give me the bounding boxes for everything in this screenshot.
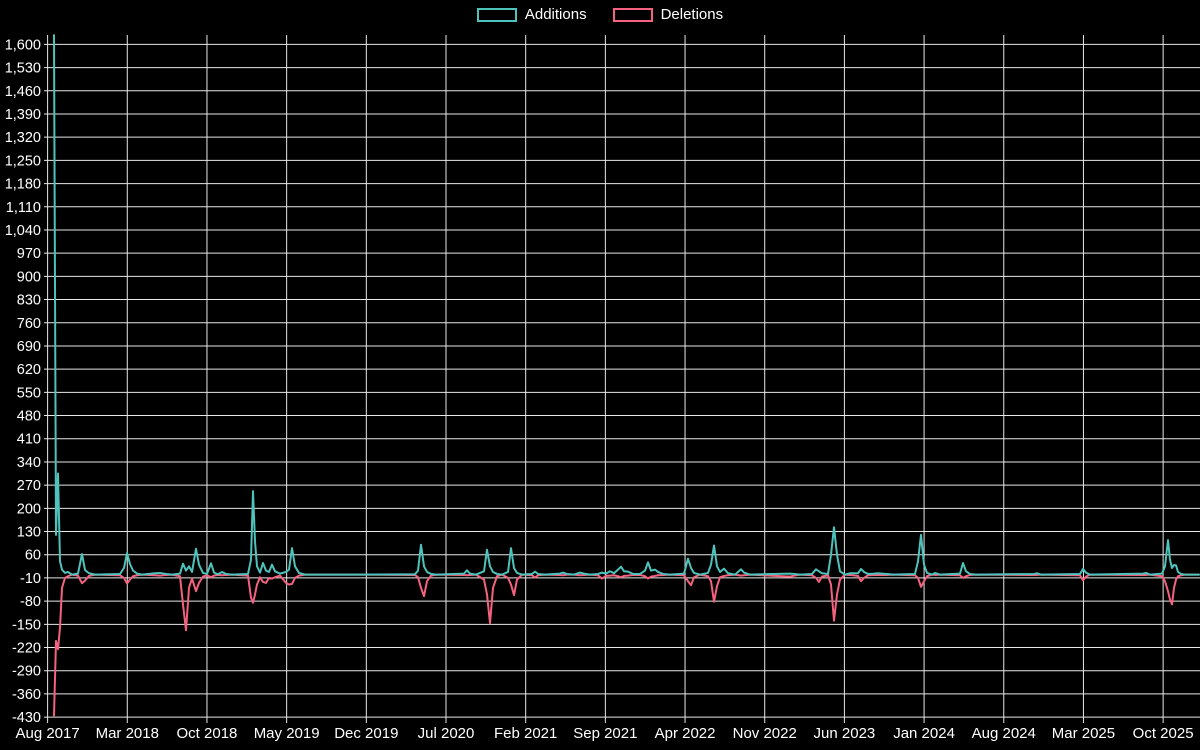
y-tick-label: 1,460 (5, 84, 41, 100)
y-tick-label: -220 (12, 641, 41, 657)
chart-legend: Additions Deletions (0, 6, 1200, 24)
y-tick-label: 1,530 (5, 61, 41, 77)
y-tick-label: 480 (17, 409, 41, 425)
x-tick-label: Aug 2017 (15, 725, 79, 742)
y-tick-label: 900 (17, 269, 41, 285)
x-tick-label: Jun 2023 (814, 725, 876, 742)
x-tick-label: Mar 2025 (1052, 725, 1115, 742)
deletions-swatch-icon (612, 8, 653, 22)
y-tick-label: -360 (12, 687, 41, 703)
horizontal-gridlines (44, 43, 1200, 718)
y-tick-label: 270 (17, 478, 41, 494)
x-tick-label: Sep 2021 (573, 725, 637, 742)
y-tick-label: 690 (17, 339, 41, 355)
x-tick-label: Apr 2022 (655, 725, 716, 742)
y-tick-label: 60 (25, 548, 41, 564)
legend-item-deletions[interactable]: Deletions (612, 6, 724, 24)
y-tick-label: 130 (17, 525, 41, 541)
y-tick-label: 760 (17, 316, 41, 332)
additions-swatch-icon (476, 8, 517, 22)
y-tick-label: 830 (17, 293, 41, 309)
legend-deletions-label: Deletions (660, 6, 724, 23)
y-tick-label: 1,390 (5, 107, 41, 123)
x-tick-label: Mar 2018 (96, 725, 159, 742)
legend-additions-label: Additions (524, 6, 587, 23)
x-tick-label: Feb 2021 (494, 725, 557, 742)
y-tick-label: 410 (17, 432, 41, 448)
x-tick-label: Oct 2018 (177, 725, 238, 742)
x-tick-label: Dec 2019 (334, 725, 398, 742)
y-tick-label: 1,250 (5, 153, 41, 169)
y-tick-label: 1,320 (5, 130, 41, 146)
y-tick-label: 620 (17, 362, 41, 378)
y-tick-label: -150 (12, 617, 41, 633)
x-tick-label: Nov 2022 (733, 725, 797, 742)
x-tick-label: Jul 2020 (418, 725, 475, 742)
y-tick-label: 1,180 (5, 177, 41, 193)
y-tick-label: 550 (17, 385, 41, 401)
y-tick-label: 340 (17, 455, 41, 471)
x-tick-label: Aug 2024 (972, 725, 1036, 742)
additions-line (53, 34, 1200, 576)
x-axis-labels: Aug 2017 Mar 2018 Oct 2018 May 2019 Dec 2019… (15, 725, 1193, 742)
y-tick-label: 1,040 (5, 223, 41, 239)
y-tick-label: 970 (17, 246, 41, 262)
y-tick-label: -290 (12, 664, 41, 680)
y-tick-label: -80 (20, 594, 41, 610)
x-tick-label: Jan 2024 (893, 725, 955, 742)
legend-item-additions[interactable]: Additions (476, 6, 587, 24)
y-axis-labels: 1,600 1,530 1,460 1,390 1,320 1,250 1,180 1,110… (5, 37, 41, 726)
y-tick-label: -430 (12, 710, 41, 726)
y-tick-label: 200 (17, 501, 41, 517)
vertical-gridlines (47, 35, 1164, 723)
y-tick-label: 1,600 (5, 37, 41, 53)
y-tick-label: 1,110 (6, 200, 41, 216)
y-tick-label: -10 (20, 571, 41, 587)
x-tick-label: May 2019 (254, 725, 320, 742)
series-lines (53, 34, 1200, 717)
x-tick-label: Oct 2025 (1133, 725, 1194, 742)
